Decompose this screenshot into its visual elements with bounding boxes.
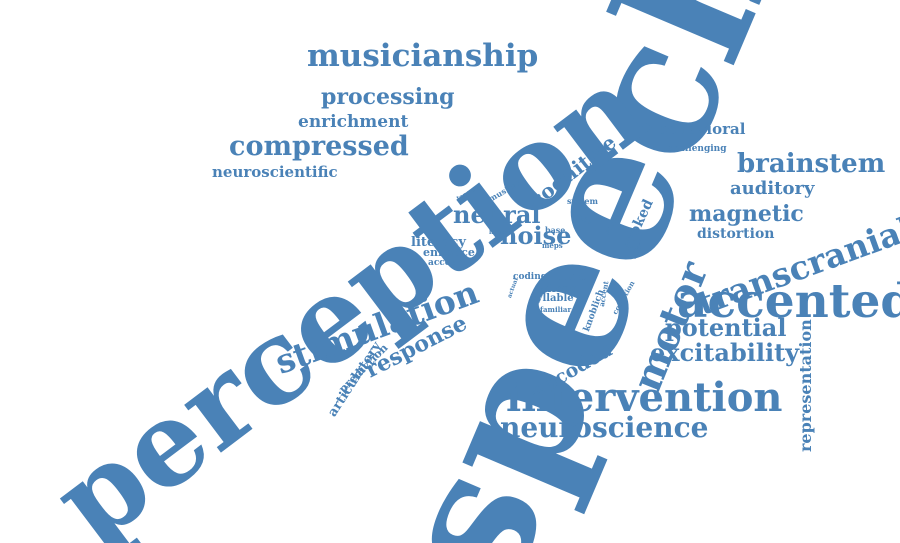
word-intervention: intervention [506,374,783,421]
word-meps: meps [542,241,563,250]
word-brainstem: brainstem [737,149,886,179]
word-system: system [567,196,598,206]
word-time: time [556,269,587,283]
word-potential: potential [665,313,787,342]
word-distortion: distortion [697,226,775,242]
word-base: base [545,225,566,235]
word-enrichment: enrichment [298,112,409,132]
word-challenging: challenging [667,144,727,154]
word-larger: larger [489,229,510,236]
word-auditory: auditory [730,178,815,199]
word-neuroscience: neuroscience [500,411,709,444]
word-musicianship: musicianship [307,38,539,74]
word-neural: neural [453,200,541,229]
word-familiar: familiar [540,305,572,314]
word-noise: noise [500,221,572,250]
word-wilson: wilson [538,282,578,295]
word-behavioral: behavioral [657,120,746,138]
word-account: account [428,258,469,268]
word-enhance: enhance [423,246,475,259]
word-representation: representation [796,319,815,452]
word-excitability: excitability [650,338,800,367]
word-syllable: syllable [531,293,574,304]
word-processing: processing [321,84,455,110]
word-coding: coding [513,272,548,282]
word-accented: accented [677,274,900,329]
word-literacy: literacy [411,235,466,250]
word-magnetic: magnetic [689,201,804,227]
word-neuroscientific: neuroscientific [212,163,338,181]
word-compressed: compressed [229,131,409,162]
